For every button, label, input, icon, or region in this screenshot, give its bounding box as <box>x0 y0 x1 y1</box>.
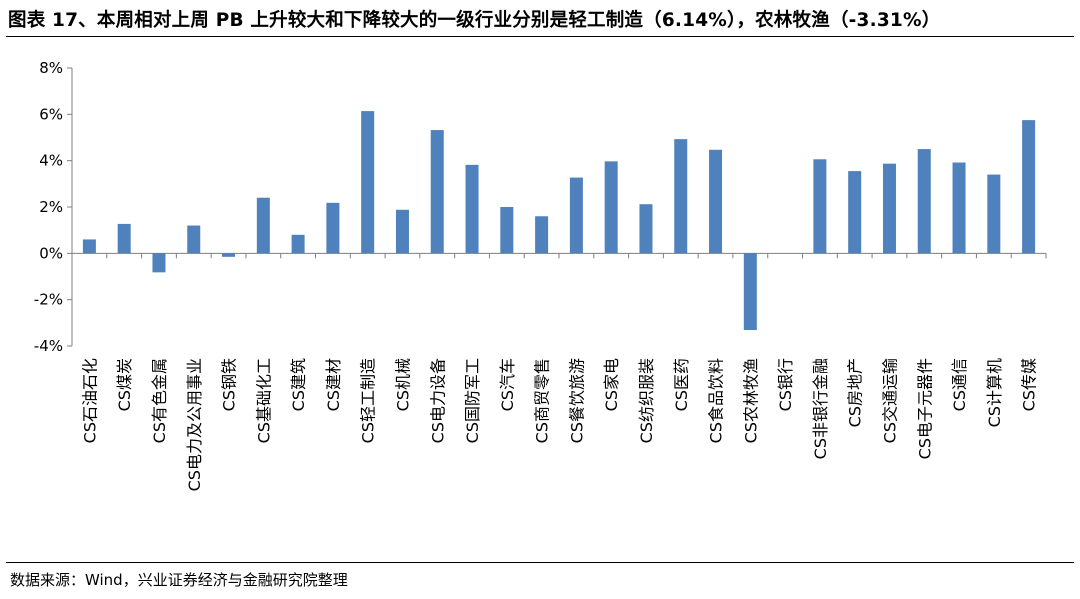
x-tick-label: CS交通运输 <box>880 358 899 443</box>
bar-CS农林牧渔 <box>743 253 757 331</box>
bar-CS建材 <box>326 202 340 254</box>
x-tick-label: CS有色金属 <box>150 358 169 443</box>
x-tick-labels: CS石油石化 CS煤炭 CS有色金属 CS电力及公用事业 CS钢铁 CS基础化工 CS建筑 C… <box>80 358 1038 491</box>
y-tick-label: 8% <box>39 59 63 77</box>
y-tick-label: 6% <box>39 105 63 123</box>
x-tick-label: CS建筑 <box>289 358 308 411</box>
x-tick-label: CS电子元器件 <box>915 358 934 459</box>
bar-CS轻工制造 <box>361 111 375 254</box>
x-tick-label: CS钢铁 <box>220 358 239 411</box>
bar-CS通信 <box>952 162 966 254</box>
x-tick-label: CS房地产 <box>846 358 865 427</box>
x-tick-label: CS通信 <box>950 358 969 411</box>
bar-CS石油石化 <box>82 239 96 254</box>
bars <box>82 111 1036 331</box>
bar-CS电子元器件 <box>917 149 931 254</box>
x-tick-label: CS非银行金融 <box>811 358 830 459</box>
bar-CS医药 <box>674 139 688 254</box>
x-tick-label: CS汽车 <box>498 358 517 411</box>
x-tick-label: CS纺织服装 <box>637 358 656 443</box>
y-tick-label: -4% <box>34 337 63 355</box>
bar-CS有色金属 <box>152 253 166 273</box>
x-tick-label: CS建材 <box>324 358 343 411</box>
bar-CS基础化工 <box>256 197 270 254</box>
x-tick-label: CS农林牧渔 <box>741 358 760 443</box>
x-tick-label: CS国防军工 <box>463 358 482 443</box>
title-divider <box>6 36 1074 37</box>
bar-CS煤炭 <box>117 223 131 254</box>
x-tick-label: CS计算机 <box>985 358 1004 427</box>
bar-CS纺织服装 <box>639 204 653 254</box>
y-axis: 8% 6% 4% 2% 0% -2% -4% <box>34 59 73 355</box>
x-tick-label: CS银行 <box>776 358 795 411</box>
bar-CS国防军工 <box>465 164 479 254</box>
bar-chart: 8% 6% 4% 2% 0% -2% -4% CS石油石化 CS煤炭 CS有色金属 CS电力及公用… <box>34 59 1047 491</box>
x-tick-label: CS煤炭 <box>115 358 134 411</box>
bar-CS建筑 <box>291 234 305 254</box>
bar-CS商贸零售 <box>535 216 549 254</box>
bar-CS机械 <box>395 209 409 254</box>
source-note: 数据来源：Wind，兴业证券经济与金融研究院整理 <box>10 571 348 589</box>
y-tick-label: 0% <box>39 244 63 262</box>
bar-CS电力设备 <box>430 130 444 254</box>
y-tick-label: -2% <box>34 291 63 309</box>
bar-CS计算机 <box>987 174 1001 254</box>
footer-divider <box>6 562 1074 563</box>
x-tick-label: CS食品饮料 <box>707 358 726 443</box>
x-tick-label: CS石油石化 <box>80 358 99 443</box>
bar-CS房地产 <box>848 171 862 254</box>
bar-CS餐饮旅游 <box>569 177 583 254</box>
bar-CS钢铁 <box>222 253 236 257</box>
x-tick-label: CS电力设备 <box>428 358 447 443</box>
x-tick-label: CS电力及公用事业 <box>185 358 204 491</box>
x-tick-label: CS医药 <box>672 358 691 411</box>
x-tick-label: CS餐饮旅游 <box>567 358 586 443</box>
y-tick-label: 4% <box>39 152 63 170</box>
bar-CS非银行金融 <box>813 159 827 254</box>
x-axis <box>71 252 1047 259</box>
bar-CS传媒 <box>1022 120 1036 254</box>
x-tick-label: CS基础化工 <box>254 358 273 443</box>
chart-title: 图表 17、本周相对上周 PB 上升较大和下降较大的一级行业分别是轻工制造（6.… <box>8 10 941 31</box>
bar-CS家电 <box>604 161 618 254</box>
bar-CS食品饮料 <box>709 149 723 254</box>
x-tick-label: CS商贸零售 <box>533 358 552 443</box>
x-tick-label: CS轻工制造 <box>359 358 378 443</box>
y-tick-label: 2% <box>39 198 63 216</box>
x-tick-label: CS传媒 <box>1020 358 1039 411</box>
bar-CS交通运输 <box>882 163 896 254</box>
bar-CS电力及公用事业 <box>187 225 201 254</box>
x-tick-label: CS家电 <box>602 358 621 411</box>
bar-CS汽车 <box>500 207 514 254</box>
x-tick-label: CS机械 <box>393 358 412 411</box>
